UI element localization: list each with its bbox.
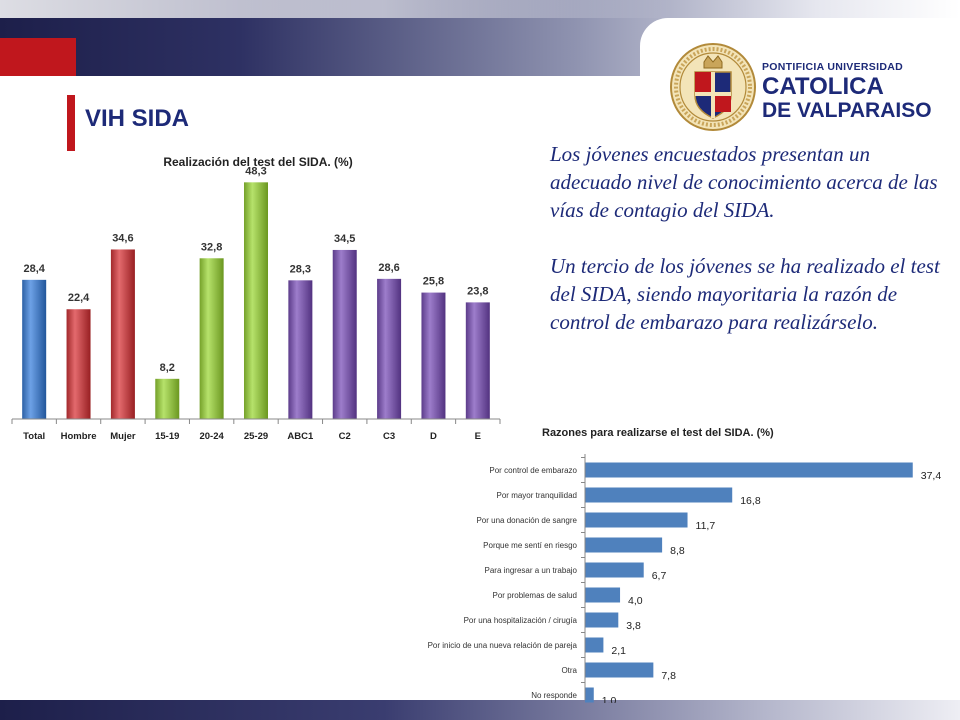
category-label: Por una hospitalización / cirugía bbox=[464, 616, 578, 625]
bar-Hombre bbox=[66, 309, 91, 419]
chart-title: Realización del test del SIDA. (%) bbox=[163, 155, 352, 169]
bar-reason-1 bbox=[585, 462, 913, 478]
footer-band bbox=[0, 700, 960, 720]
bar-Total bbox=[22, 279, 47, 419]
chart-title: Razones para realizarse el test del SIDA… bbox=[542, 427, 774, 439]
bar-value-label: 2,1 bbox=[611, 645, 626, 657]
bar-value-label: 4,0 bbox=[628, 595, 643, 607]
bar-value-label: 6,7 bbox=[652, 570, 667, 582]
category-label: E bbox=[475, 431, 481, 442]
bar-15-19 bbox=[155, 378, 180, 419]
bar-value-label: 22,4 bbox=[68, 292, 90, 304]
category-label: Por inicio de una nueva relación de pare… bbox=[428, 641, 578, 650]
bar-value-label: 28,4 bbox=[23, 263, 45, 275]
category-label: Mujer bbox=[110, 431, 136, 442]
bar-value-label: 37,4 bbox=[921, 470, 942, 482]
bar-value-label: 16,8 bbox=[740, 495, 761, 507]
bar-value-label: 11,7 bbox=[696, 520, 716, 532]
category-label: Por una donación de sangre bbox=[476, 516, 577, 525]
institution-line2: CATOLICA bbox=[762, 72, 884, 100]
bar-value-label: 34,6 bbox=[112, 232, 133, 244]
bar-value-label: 34,5 bbox=[334, 233, 355, 245]
category-label: Total bbox=[23, 431, 45, 442]
bar-ABC1 bbox=[288, 280, 313, 419]
summary-paragraph-2: Un tercio de los jóvenes se ha realizado… bbox=[550, 254, 940, 334]
university-seal-icon bbox=[670, 43, 756, 131]
institution-line1: PONTIFICIA UNIVERSIDAD bbox=[762, 61, 903, 73]
bar-value-label: 8,8 bbox=[670, 545, 685, 557]
category-label: Hombre bbox=[61, 431, 97, 442]
bar-value-label: 8,2 bbox=[160, 362, 175, 374]
bar-reason-10 bbox=[585, 687, 594, 703]
header-highlight bbox=[0, 0, 960, 18]
category-label: C2 bbox=[339, 431, 351, 442]
bar-reason-7 bbox=[585, 612, 619, 628]
bar-value-label: 3,8 bbox=[626, 620, 641, 632]
category-label: Por mayor tranquilidad bbox=[497, 491, 577, 500]
page-title: VIH SIDA bbox=[85, 105, 190, 132]
bar-value-label: 23,8 bbox=[467, 285, 488, 297]
bar-value-label: 7,8 bbox=[661, 670, 676, 682]
summary-text: Los jóvenes encuestados presentan un ade… bbox=[550, 140, 940, 336]
category-label: 15-19 bbox=[155, 431, 179, 442]
category-label: 25-29 bbox=[244, 431, 268, 442]
category-label: C3 bbox=[383, 431, 395, 442]
header-red-accent bbox=[0, 38, 76, 76]
category-label: D bbox=[430, 431, 437, 442]
bar-25-29 bbox=[244, 182, 268, 419]
test-reasons-chart: Razones para realizarse el test del SIDA… bbox=[428, 427, 942, 703]
bar-value-label: 25,8 bbox=[423, 276, 444, 288]
bar-value-label: 1,0 bbox=[602, 695, 617, 703]
category-label: ABC1 bbox=[287, 431, 314, 442]
bar-Mujer bbox=[110, 249, 135, 419]
bar-value-label: 48,3 bbox=[245, 165, 266, 177]
bar-reason-8 bbox=[585, 637, 604, 653]
bar-reason-5 bbox=[585, 562, 644, 578]
bar-20-24 bbox=[199, 258, 224, 419]
summary-paragraph-1: Los jóvenes encuestados presentan un ade… bbox=[550, 142, 938, 222]
bar-value-label: 28,3 bbox=[290, 263, 311, 275]
bar-reason-4 bbox=[585, 537, 663, 553]
bar-reason-2 bbox=[585, 487, 733, 503]
category-label: No responde bbox=[531, 691, 577, 700]
bar-reason-6 bbox=[585, 587, 621, 603]
category-label: 20-24 bbox=[199, 431, 224, 442]
institution-name: PONTIFICIA UNIVERSIDAD CATOLICA DE VALPA… bbox=[762, 62, 932, 121]
category-label: Para ingresar a un trabajo bbox=[485, 566, 578, 575]
category-label: Por problemas de salud bbox=[493, 591, 578, 600]
test-realization-chart: Realización del test del SIDA. (%) 28,4 To… bbox=[11, 155, 501, 442]
bar-value-label: 28,6 bbox=[378, 262, 399, 274]
bar-C2 bbox=[332, 249, 357, 419]
bar-reason-3 bbox=[585, 512, 688, 528]
category-label: Otra bbox=[561, 666, 577, 675]
title-accent-bar bbox=[67, 95, 75, 151]
bar-E bbox=[465, 302, 490, 419]
category-label: Por control de embarazo bbox=[489, 466, 577, 475]
bar-D bbox=[421, 292, 446, 419]
bar-C3 bbox=[377, 278, 402, 419]
bar-value-label: 32,8 bbox=[201, 241, 222, 253]
bar-reason-9 bbox=[585, 662, 654, 678]
category-label: Porque me sentí en riesgo bbox=[483, 541, 577, 550]
institution-line3: DE VALPARAISO bbox=[762, 98, 932, 122]
